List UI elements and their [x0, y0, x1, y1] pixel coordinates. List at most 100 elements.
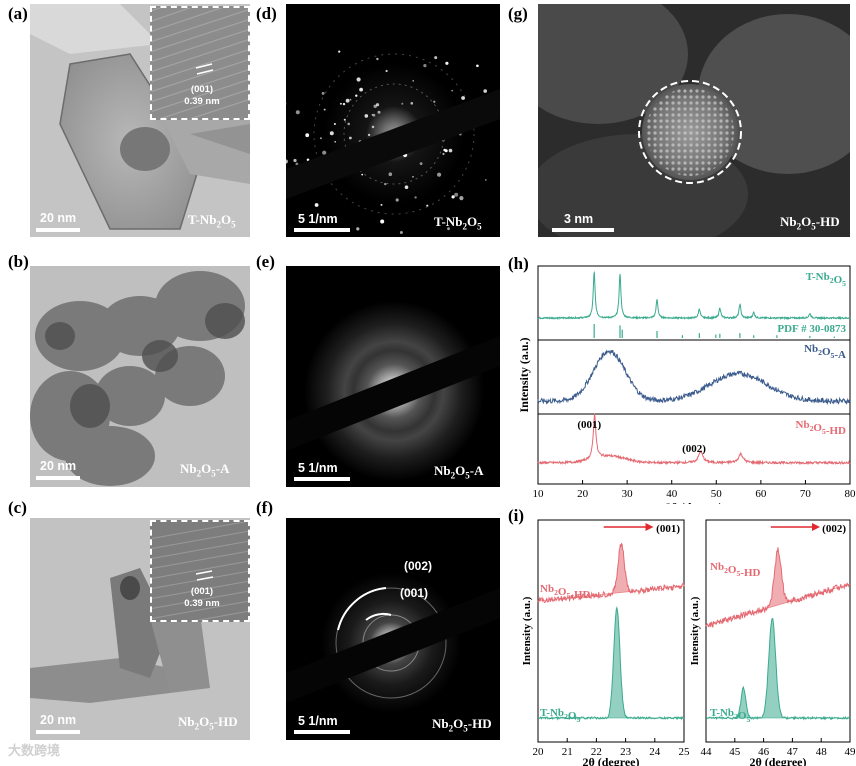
- i-left-frame: [537, 519, 685, 743]
- diffraction-spot: [461, 96, 465, 100]
- i-right-legend-nb2o5-hd: Nb2O5-HD: [710, 561, 761, 579]
- scale-bar-g: [552, 228, 614, 232]
- tem-image-b: 20 nm Nb2O5-A: [30, 266, 250, 487]
- label-d: (d): [256, 4, 277, 23]
- diffraction-spot: [443, 148, 446, 152]
- diffraction-spot: [433, 100, 436, 103]
- inset-d-c: 0.39 nm: [184, 598, 220, 609]
- diffraction-spot: [412, 80, 415, 82]
- diffraction-spot: [343, 118, 346, 121]
- scale-label-a: 20 nm: [40, 211, 77, 225]
- caption-d: T-Nb2O5: [434, 214, 482, 232]
- scale-label-f: 5 1/nm: [298, 714, 338, 728]
- diffraction-spot: [484, 179, 487, 181]
- label-i: (i): [508, 506, 525, 525]
- diffraction-spot: [371, 125, 375, 129]
- diffraction-spot: [476, 64, 479, 68]
- scale-bar-d: [294, 228, 350, 232]
- h-legend-t-nb2o5: T-Nb2O5: [806, 271, 846, 288]
- caption-f: Nb2O5-HD: [432, 716, 492, 734]
- ring-label-002: (002): [404, 559, 433, 573]
- saed-image-e-art: [286, 266, 500, 487]
- diffraction-spot: [410, 102, 414, 105]
- h-annotation-002: (002): [682, 443, 706, 455]
- i-right-x-tick-label: 48: [816, 746, 828, 758]
- h-x-tick-label: 80: [845, 488, 856, 500]
- i-right-baseline: [705, 583, 851, 627]
- inset-plane-c: (001): [190, 586, 214, 597]
- diffraction-spot: [401, 102, 404, 105]
- diffraction-spot: [356, 227, 360, 231]
- diffraction-spot: [367, 133, 371, 137]
- h-x-tick-label: 50: [711, 488, 723, 500]
- saed-image-f-art: [286, 518, 500, 740]
- scale-label-g: 3 nm: [564, 212, 594, 226]
- caption-e: Nb2O5-A: [434, 463, 484, 481]
- label-b: (b): [8, 252, 29, 271]
- i-left-y-axis-label: Intensity (a.u.): [521, 596, 533, 665]
- lattice-fringes-a: [152, 8, 248, 118]
- diffraction-spot: [356, 77, 361, 82]
- label-g: (g): [508, 4, 528, 23]
- diffraction-spot: [385, 69, 388, 73]
- h-x-tick-label: 20: [577, 488, 589, 500]
- i-right-fill-t-nb2o5: [731, 618, 788, 718]
- i-left-fill-nb2o5-hd: [607, 543, 635, 594]
- diffraction-spot: [286, 159, 288, 164]
- label-f: (f): [256, 498, 273, 517]
- i-left-series-t-nb2o5: [538, 605, 685, 721]
- saed-image-f: (002) (001) 5 1/nm Nb2O5-HD: [286, 518, 500, 740]
- i-left-x-tick-label: 22: [591, 746, 602, 758]
- diffraction-spot: [459, 196, 464, 201]
- diffraction-spot: [451, 195, 455, 199]
- diffraction-spot: [373, 104, 377, 109]
- caption-c: Nb2O5-HD: [178, 714, 238, 732]
- h-y-axis-label: Intensity (a.u.): [517, 337, 531, 412]
- diffraction-spot: [419, 162, 423, 166]
- i-right-x-tick-label: 49: [845, 746, 856, 758]
- diffraction-spot: [426, 204, 429, 207]
- xrd-chart-h: 10 20 30 40 50 60 70 80 2θ (degree) Intensity (a.…: [517, 265, 856, 504]
- label-a: (a): [8, 4, 28, 23]
- i-right-x-tick-label: 47: [787, 746, 799, 758]
- i-left-x-tick-label: 24: [649, 746, 661, 758]
- diffraction-spot: [437, 172, 442, 177]
- inset-d-a: 0.39 nm: [184, 96, 220, 107]
- diffraction-spot: [314, 203, 319, 207]
- diffraction-spot: [293, 158, 297, 163]
- diffraction-spot: [434, 56, 438, 60]
- caption-g: Nb2O5-HD: [780, 214, 840, 232]
- scale-bar-e: [294, 477, 350, 481]
- h-x-axis-label: 2θ (degree): [665, 500, 722, 504]
- saed-image-e: 5 1/nm Nb2O5-A: [286, 266, 500, 487]
- diffraction-spot: [414, 196, 417, 199]
- diffraction-spot: [338, 50, 341, 53]
- h-series-nb2o5-hd: [537, 413, 851, 466]
- diffraction-spot: [340, 102, 342, 105]
- i-left-x-axis-label: 2θ (degree): [582, 755, 639, 766]
- h-x-tick-label: 60: [755, 488, 767, 500]
- inset-plane-a: (001): [190, 84, 214, 95]
- i-left-shift-arrowhead: [645, 523, 654, 531]
- h-x-tick-label: 30: [622, 488, 634, 500]
- label-c: (c): [8, 498, 27, 517]
- hrtem-inset-c: (001) 0.39 nm: [150, 520, 250, 622]
- scale-bar-a: [36, 228, 80, 232]
- diffraction-spot: [395, 198, 399, 202]
- h-series-nb2o5-a: [537, 349, 851, 406]
- diffraction-spot: [412, 176, 414, 178]
- scale-label-d: 5 1/nm: [298, 212, 338, 226]
- diffraction-spot: [447, 227, 450, 231]
- diffraction-spot: [388, 172, 393, 176]
- diffraction-spot: [384, 182, 387, 186]
- saed-image-d-art: [286, 4, 500, 237]
- i-right-fill-nb2o5-hd: [762, 547, 794, 610]
- i-right-x-tick-label: 44: [701, 746, 713, 758]
- diffraction-spot: [448, 148, 453, 153]
- label-h: (h): [508, 254, 529, 273]
- xrd-zoom-chart-i: 20 21 22 23 24 25 2θ (degree) Intensity (a.u.) (…: [521, 519, 856, 766]
- i-left-annotation: (001): [656, 523, 680, 535]
- haadf-image-g-art: [538, 4, 850, 237]
- diffraction-spot: [404, 185, 409, 189]
- i-left-legend-nb2o5-hd: Nb2O5-HD: [540, 583, 591, 601]
